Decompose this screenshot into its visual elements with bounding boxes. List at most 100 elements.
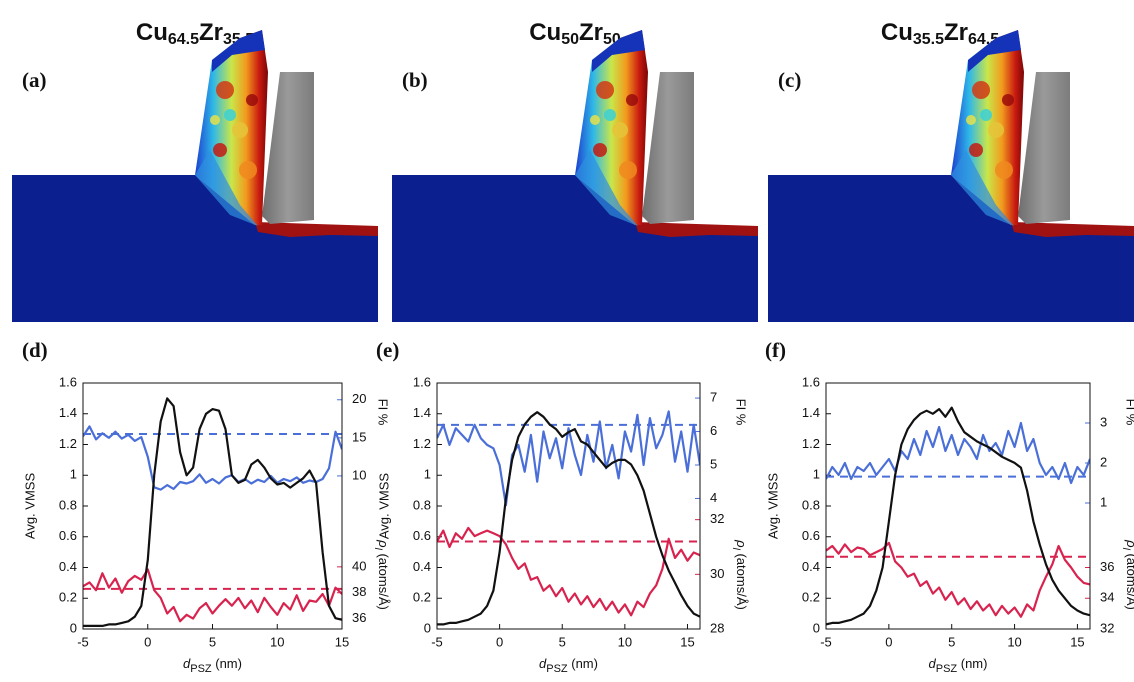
y-tick-label: 0.2	[59, 590, 77, 605]
chip-cluster	[604, 109, 616, 121]
y2-tick-label: 7	[710, 389, 717, 404]
x-tick-label: -5	[820, 634, 832, 649]
y-tick-label: 1.6	[59, 374, 77, 389]
y-tick-label: 1	[424, 467, 431, 482]
chip-tip	[968, 30, 1021, 72]
chip-cluster	[969, 143, 983, 157]
x-axis-title: dPSZ (nm)	[539, 656, 598, 674]
x-axis-title: dPSZ (nm)	[929, 656, 988, 674]
x-title-part: PSZ	[190, 663, 212, 675]
x-tick-label: 0	[496, 634, 503, 649]
y3-title-part: l	[372, 548, 383, 551]
y-tick-label: 1.2	[59, 436, 77, 451]
y2-axis-title: FI %	[376, 399, 391, 426]
chip-cluster	[988, 122, 1004, 138]
series-line	[826, 421, 1090, 485]
x-tick-label: 10	[1007, 634, 1021, 649]
y-axis-title: Avg. VMSS	[22, 473, 37, 540]
panel-label: (b)	[402, 68, 428, 92]
shear-zone	[951, 150, 1014, 226]
series-line	[437, 410, 700, 507]
y-tick-label: 0.4	[413, 559, 431, 574]
panel-label: (c)	[778, 68, 801, 92]
x-tick-label: 10	[618, 634, 632, 649]
panel-title: Cu64.5Zr35.5	[136, 19, 254, 48]
panel-title: Cu50Zr50	[529, 19, 621, 48]
chip-cluster	[210, 115, 220, 125]
x-title-part: (nm)	[957, 656, 987, 671]
y3-axis-title: ρl (atoms/Å)	[372, 539, 390, 610]
title-part: Zr	[944, 19, 968, 46]
x-tick-label: 5	[209, 634, 216, 649]
y-tick-label: 0.8	[802, 497, 820, 512]
y-tick-label: 0	[70, 620, 77, 635]
y2-tick-label: 20	[352, 391, 366, 406]
y3-title-part: l	[730, 548, 741, 551]
plot-frame	[82, 382, 343, 630]
chip-cluster	[593, 143, 607, 157]
y2-axis-title: FI %	[1124, 399, 1134, 426]
chip-cluster	[980, 109, 992, 121]
y-axis-title: Avg. VMSS	[376, 473, 391, 540]
title-part: Zr	[199, 19, 223, 46]
y-tick-label: 0.2	[802, 590, 820, 605]
y3-tick-label: 30	[710, 566, 724, 581]
chip-cluster	[246, 94, 258, 106]
cutting-tool	[262, 72, 314, 224]
x-tick-label: 0	[885, 634, 892, 649]
chip-cluster	[596, 81, 614, 99]
y-tick-label: 1.6	[413, 374, 431, 389]
x-axis-title: dPSZ (nm)	[183, 656, 242, 674]
y3-title-part: ρ	[734, 539, 749, 548]
panel-label: (d)	[22, 338, 48, 362]
x-title-part: d	[539, 656, 547, 671]
title-part: Zr	[579, 19, 603, 46]
y-tick-label: 0.6	[413, 528, 431, 543]
y-tick-label: 0	[813, 620, 820, 635]
y-tick-label: 0.2	[413, 590, 431, 605]
y3-tick-label: 36	[352, 610, 366, 625]
series-line	[83, 397, 342, 627]
chip-cluster	[224, 109, 236, 121]
y3-axis-title: ρl (atoms/Å)	[730, 539, 748, 610]
x-tick-label: 15	[680, 634, 694, 649]
y-tick-label: 1.6	[802, 374, 820, 389]
chip-cluster	[626, 94, 638, 106]
plot-frame	[825, 382, 1091, 630]
y-tick-label: 1.4	[59, 405, 77, 420]
x-tick-label: 15	[335, 634, 349, 649]
title-part: 64.5	[168, 31, 199, 48]
y3-tick-label: 38	[352, 584, 366, 599]
y-tick-label: 1	[70, 467, 77, 482]
x-title-part: d	[183, 656, 191, 671]
x-tick-label: 5	[559, 634, 566, 649]
y-tick-label: 1.4	[802, 405, 820, 420]
y2-tick-label: 6	[710, 423, 717, 438]
series-line	[83, 568, 342, 623]
chip-cluster	[972, 81, 990, 99]
workpiece	[12, 175, 378, 322]
x-title-part: (nm)	[568, 656, 598, 671]
series-line	[437, 526, 700, 617]
simulation-snapshot	[768, 30, 1134, 322]
y-tick-label: 0	[424, 620, 431, 635]
x-tick-label: 5	[948, 634, 955, 649]
chip-cluster	[213, 143, 227, 157]
x-tick-label: 0	[144, 634, 151, 649]
x-tick-label: -5	[77, 634, 89, 649]
workpiece	[768, 175, 1134, 322]
x-title-part: PSZ	[546, 663, 568, 675]
series-line	[437, 411, 700, 626]
panel-title: Cu35.5Zr64.5	[881, 19, 999, 48]
y3-title-part: ρ	[376, 539, 391, 548]
y3-title-part: ρ	[1124, 539, 1134, 548]
cutting-tool	[1018, 72, 1070, 224]
shear-zone	[195, 150, 258, 226]
y-tick-label: 0.4	[802, 559, 820, 574]
y-tick-label: 1.4	[413, 405, 431, 420]
surface-layer	[635, 222, 758, 237]
y-tick-label: 0.6	[59, 528, 77, 543]
y-tick-label: 1.2	[802, 436, 820, 451]
title-part: Cu	[529, 19, 561, 46]
x-title-part: (nm)	[212, 656, 242, 671]
